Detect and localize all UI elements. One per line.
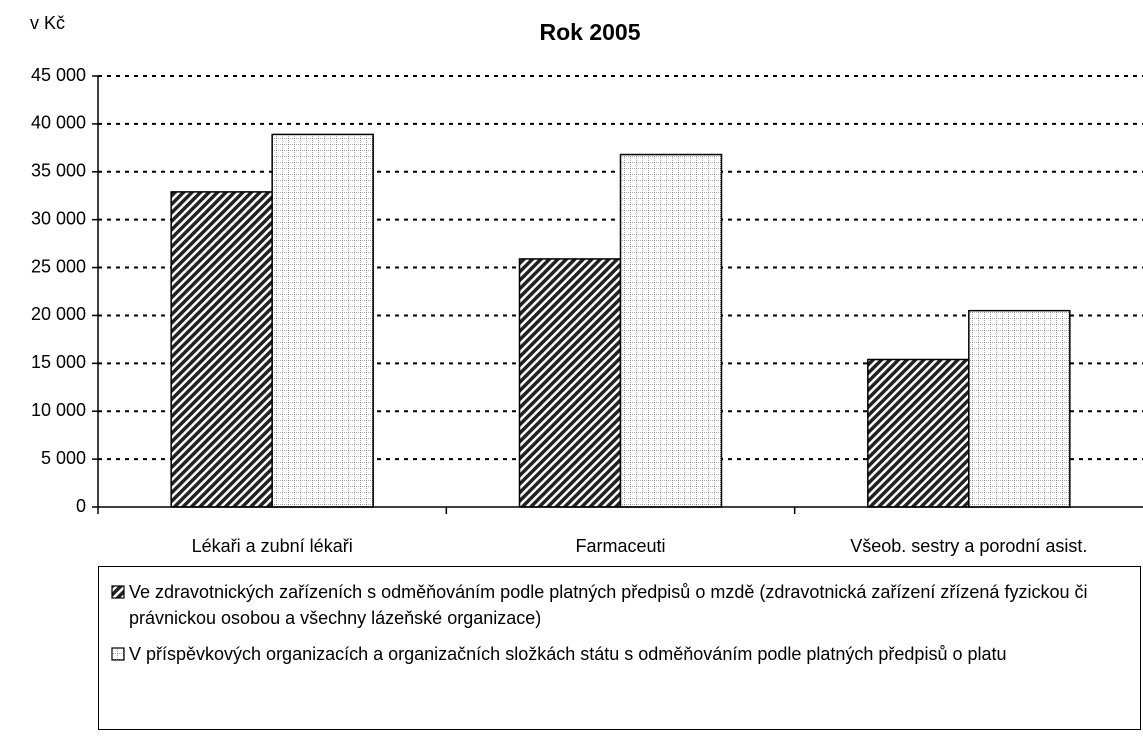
- legend-swatch-box: [111, 585, 125, 599]
- y-tick-label: 25 000: [31, 256, 86, 276]
- y-tick-label: 20 000: [31, 304, 86, 324]
- legend-swatch: [111, 585, 125, 599]
- y-tick-label: 0: [76, 496, 86, 516]
- legend-entry: Ve zdravotnických zařízeních s odměňován…: [111, 579, 1128, 631]
- x-tick-label: Farmaceuti: [575, 536, 665, 556]
- y-tick-label: 45 000: [31, 65, 86, 85]
- chart: v Kč Rok 2005 0 5 000 10 000 15 000 20 000 25…: [30, 13, 1143, 556]
- bar: [170, 191, 273, 508]
- bar: [619, 153, 723, 508]
- legend-label: V příspěvkových organizacích a organizač…: [129, 644, 1007, 664]
- y-tick-label: 10 000: [31, 400, 86, 420]
- x-tick-label: Všeob. sestry a porodní asist.: [850, 536, 1087, 556]
- chart-title: Rok 2005: [539, 19, 640, 45]
- x-tick-label: Lékaři a zubní lékaři: [192, 536, 353, 556]
- legend-entry: V příspěvkových organizacích a organizač…: [111, 641, 1128, 667]
- legend: Ve zdravotnických zařízeních s odměňován…: [98, 566, 1141, 730]
- y-tick-label: 15 000: [31, 352, 86, 372]
- y-tick-label: 30 000: [31, 208, 86, 228]
- legend-swatch-box: [111, 647, 125, 661]
- bar: [867, 358, 970, 508]
- legend-swatch: [111, 647, 125, 661]
- bar: [271, 133, 374, 508]
- y-axis-label: v Kč: [30, 13, 65, 33]
- bar: [518, 258, 622, 508]
- y-tick-label: 40 000: [31, 113, 86, 133]
- y-tick-label: 5 000: [41, 448, 86, 468]
- legend-label: Ve zdravotnických zařízeních s odměňován…: [129, 582, 1088, 628]
- bar: [968, 309, 1071, 508]
- y-tick-label: 35 000: [31, 161, 86, 181]
